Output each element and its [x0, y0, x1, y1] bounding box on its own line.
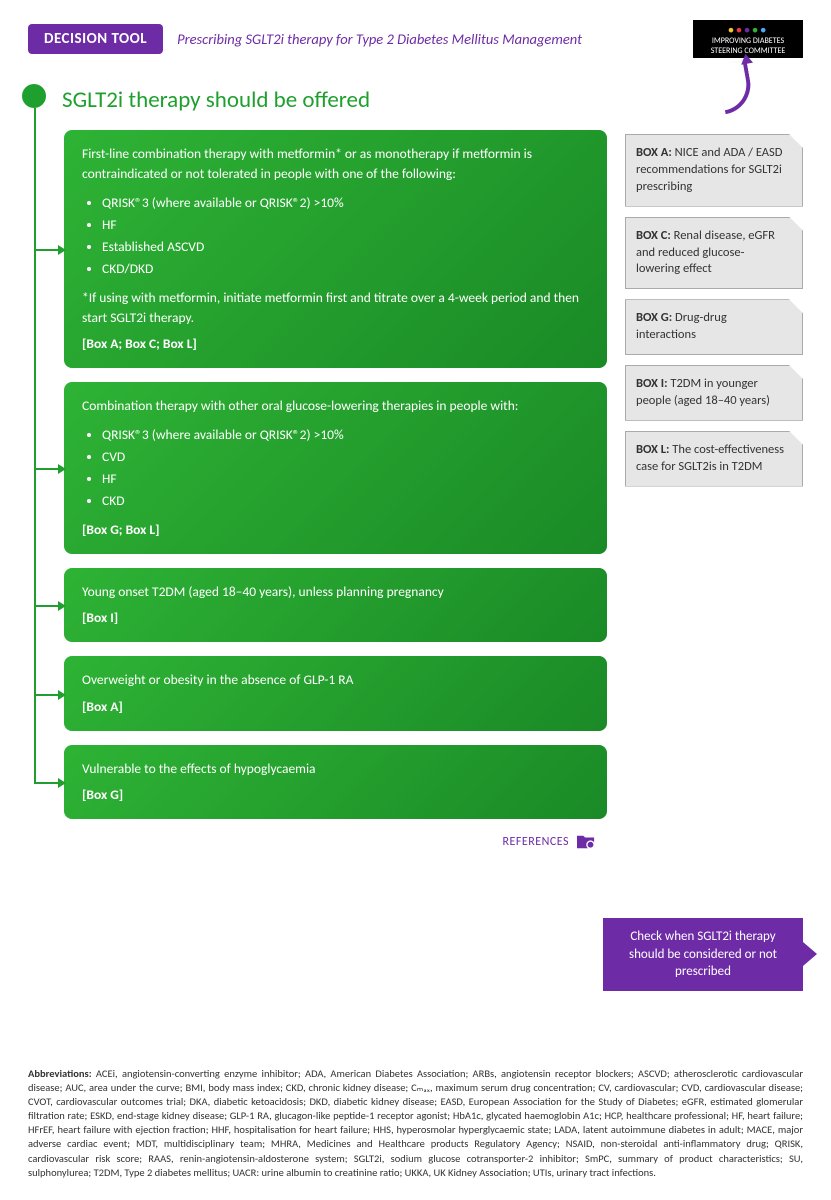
flow-vertical-line: [34, 108, 36, 782]
abbreviations: Abbreviations: ACEi, angiotensin-convert…: [28, 1067, 803, 1180]
therapy-card: Combination therapy with other oral gluc…: [64, 382, 607, 554]
sidebar-box-label: BOX L:: [636, 442, 669, 457]
therapy-card: Overweight or obesity in the absence of …: [64, 656, 607, 731]
sidebar: BOX A: NICE and ADA / EASD recommendatio…: [625, 86, 803, 851]
abbrev-text: ACEi, angiotensin-converting enzyme inhi…: [28, 1067, 803, 1179]
sidebar-box-l[interactable]: BOX L: The cost-effectiveness case for S…: [625, 431, 803, 487]
bullet-item: HF: [102, 469, 589, 489]
sidebar-box-label: BOX C:: [636, 228, 671, 243]
flow-column: SGLT2i therapy should be offered First-l…: [28, 86, 607, 851]
card-box-ref: [Box I]: [82, 608, 589, 628]
sidebar-box-label: BOX I:: [636, 376, 668, 391]
bullet-item: QRISK®3 (where available or QRISK®2) >10…: [102, 193, 589, 213]
card-box-ref: [Box G; Box L]: [82, 520, 589, 540]
card-box-ref: [Box G]: [82, 785, 589, 805]
content-area: SGLT2i therapy should be offered First-l…: [28, 86, 803, 851]
sidebar-box-g[interactable]: BOX G: Drug-drug interactions: [625, 299, 803, 355]
therapy-card: Vulnerable to the effects of hypoglycaem…: [64, 745, 607, 820]
check-when-label: Check when SGLT2i therapy should be cons…: [629, 929, 777, 979]
card-intro: Combination therapy with other oral gluc…: [82, 396, 589, 416]
therapy-card: First-line combination therapy with metf…: [64, 130, 607, 368]
card-intro: Overweight or obesity in the absence of …: [82, 670, 589, 690]
folder-search-icon: [575, 833, 597, 851]
card-intro: Vulnerable to the effects of hypoglycaem…: [82, 759, 589, 779]
logo-line1: IMPROVING DIABETES: [693, 36, 803, 46]
card-box-ref: [Box A]: [82, 697, 589, 717]
bullet-item: CKD/DKD: [102, 259, 589, 279]
start-dot-icon: [22, 84, 46, 108]
sidebar-box-label: BOX A:: [636, 145, 672, 160]
decision-tool-badge: DECISION TOOL: [28, 24, 163, 54]
header: DECISION TOOL Prescribing SGLT2i therapy…: [28, 20, 803, 58]
sidebar-box-a[interactable]: BOX A: NICE and ADA / EASD recommendatio…: [625, 134, 803, 207]
sidebar-box-label: BOX G:: [636, 310, 672, 325]
bullet-item: CKD: [102, 491, 589, 511]
bullet-item: CVD: [102, 447, 589, 467]
card-bullets: QRISK®3 (where available or QRISK®2) >10…: [102, 425, 589, 512]
card-bullets: QRISK®3 (where available or QRISK®2) >10…: [102, 193, 589, 280]
references-link[interactable]: REFERENCES: [54, 833, 597, 851]
therapy-card: Young onset T2DM (aged 18–40 years), unl…: [64, 568, 607, 643]
card-intro: First-line combination therapy with metf…: [82, 144, 589, 185]
logo-dots-icon: ●●●●●: [693, 23, 803, 36]
main-title: SGLT2i therapy should be offered: [62, 86, 607, 114]
check-when-button[interactable]: Check when SGLT2i therapy should be cons…: [603, 918, 803, 991]
bullet-item: Established ASCVD: [102, 237, 589, 257]
abbrev-label: Abbreviations:: [28, 1067, 92, 1080]
bullet-item: HF: [102, 215, 589, 235]
page-subtitle: Prescribing SGLT2i therapy for Type 2 Di…: [177, 30, 679, 48]
sidebar-box-i[interactable]: BOX I: T2DM in younger people (aged 18–4…: [625, 365, 803, 421]
card-note: *If using with metformin, initiate metfo…: [82, 288, 589, 329]
card-intro: Young onset T2DM (aged 18–40 years), unl…: [82, 582, 589, 602]
sidebar-box-c[interactable]: BOX C: Renal disease, eGFR and reduced g…: [625, 217, 803, 290]
references-label: REFERENCES: [502, 835, 569, 849]
card-box-ref: [Box A; Box C; Box L]: [82, 334, 589, 354]
bullet-item: QRISK®3 (where available or QRISK®2) >10…: [102, 425, 589, 445]
